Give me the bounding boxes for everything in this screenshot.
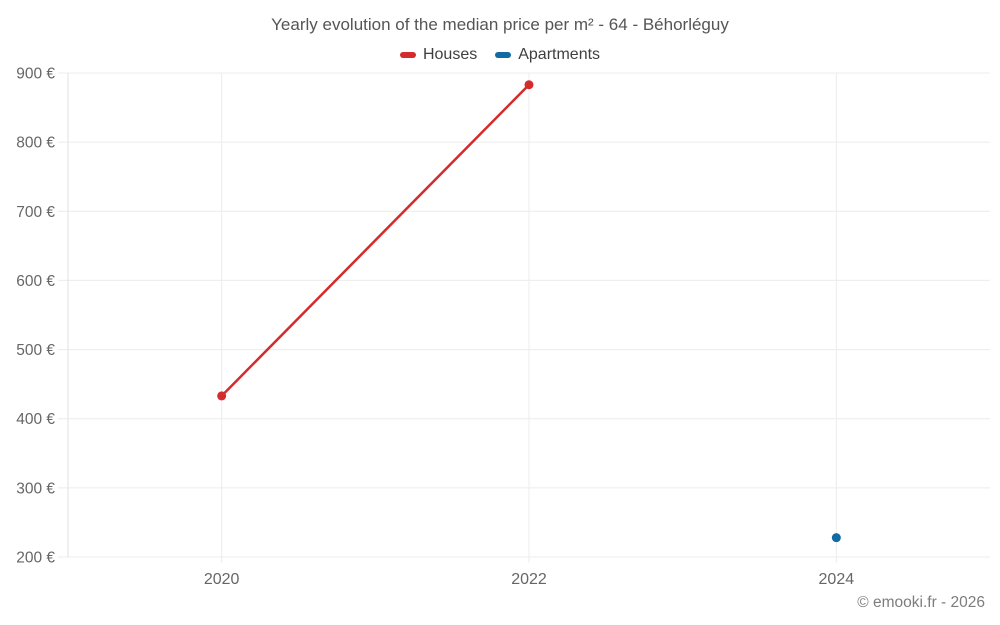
- legend-swatch-houses: [399, 52, 416, 58]
- chart-title: Yearly evolution of the median price per…: [271, 15, 729, 34]
- legend-label-apartments: Apartments: [518, 46, 601, 63]
- y-tick-label-600: 600 €: [16, 273, 55, 290]
- legend-swatch-apartments: [495, 52, 512, 58]
- y-tick-label-800: 800 €: [16, 135, 55, 152]
- y-tick-label-200: 200 €: [16, 550, 55, 567]
- x-tick-label-2020: 2020: [204, 571, 240, 588]
- legend-item-houses[interactable]: Houses: [399, 46, 478, 64]
- series-line-houses: [220, 83, 531, 398]
- legend-item-apartments[interactable]: Apartments: [495, 46, 600, 64]
- y-tick-label-700: 700 €: [16, 204, 55, 221]
- x-tick-label-2024: 2024: [819, 571, 855, 588]
- y-tick-label-300: 300 €: [16, 480, 55, 497]
- data-point-apartments-2024[interactable]: [831, 533, 841, 543]
- legend-label-houses: Houses: [422, 46, 478, 63]
- y-tick-label-500: 500 €: [16, 342, 55, 359]
- x-tick-label-2022: 2022: [511, 571, 547, 588]
- data-point-houses-2022[interactable]: [524, 80, 534, 90]
- attribution: © emooki.fr - 2026: [857, 594, 985, 611]
- data-point-houses-2020[interactable]: [217, 391, 227, 401]
- y-tick-label-400: 400 €: [16, 411, 55, 428]
- legend: Houses Apartments: [0, 45, 1000, 65]
- y-tick-label-900: 900 €: [16, 66, 55, 83]
